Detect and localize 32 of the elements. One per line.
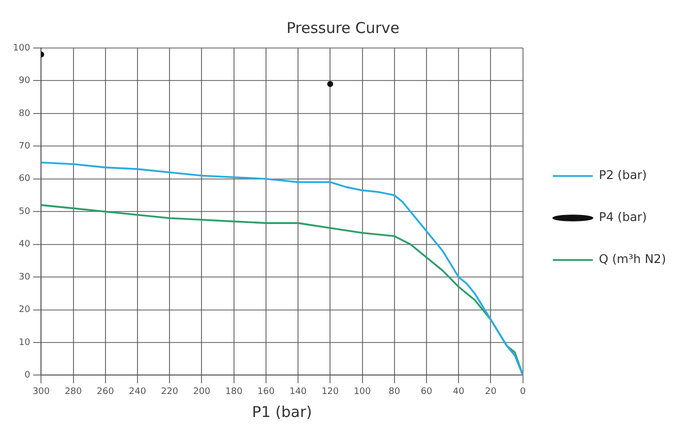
y-tick-label: 40 <box>18 240 30 250</box>
x-tick-label: 280 <box>64 386 82 397</box>
x-tick-label: 80 <box>388 386 400 397</box>
y-tick-label: 30 <box>18 272 30 282</box>
chart-title: Pressure Curve <box>286 18 400 37</box>
y-tick-label: 20 <box>18 305 30 316</box>
y-tick-label: 70 <box>18 142 30 152</box>
x-tick-label: 180 <box>225 386 243 397</box>
y-tick-label: 0 <box>24 370 30 381</box>
x-tick-label: 0 <box>520 386 526 397</box>
legend-label: Q (m³h N2) <box>598 252 666 266</box>
x-tick-label: 200 <box>193 386 211 397</box>
x-tick-label: 160 <box>257 386 275 397</box>
y-tick-label: 90 <box>18 76 30 86</box>
legend-label: P2 (bar) <box>598 168 647 182</box>
x-tick-label: 60 <box>420 386 433 397</box>
legend-label: P4 (bar) <box>598 210 647 224</box>
x-axis-title: P1 (bar) <box>252 402 312 421</box>
y-tick-label: 80 <box>18 108 30 119</box>
x-tick-label: 300 <box>32 386 50 397</box>
x-tick-label: 260 <box>96 386 114 397</box>
y-tick-label: 60 <box>18 174 30 184</box>
y-tick-label: 10 <box>18 338 30 348</box>
x-tick-label: 220 <box>161 386 178 397</box>
x-tick-label: 20 <box>485 386 497 397</box>
x-tick-label: 100 <box>354 386 372 397</box>
x-tick-label: 240 <box>128 386 146 397</box>
x-tick-label: 140 <box>289 386 307 397</box>
x-tick-label: 120 <box>322 386 340 397</box>
x-tick-label: 40 <box>452 386 465 397</box>
y-tick-label: 100 <box>12 43 30 54</box>
y-tick-label: 50 <box>18 206 30 217</box>
